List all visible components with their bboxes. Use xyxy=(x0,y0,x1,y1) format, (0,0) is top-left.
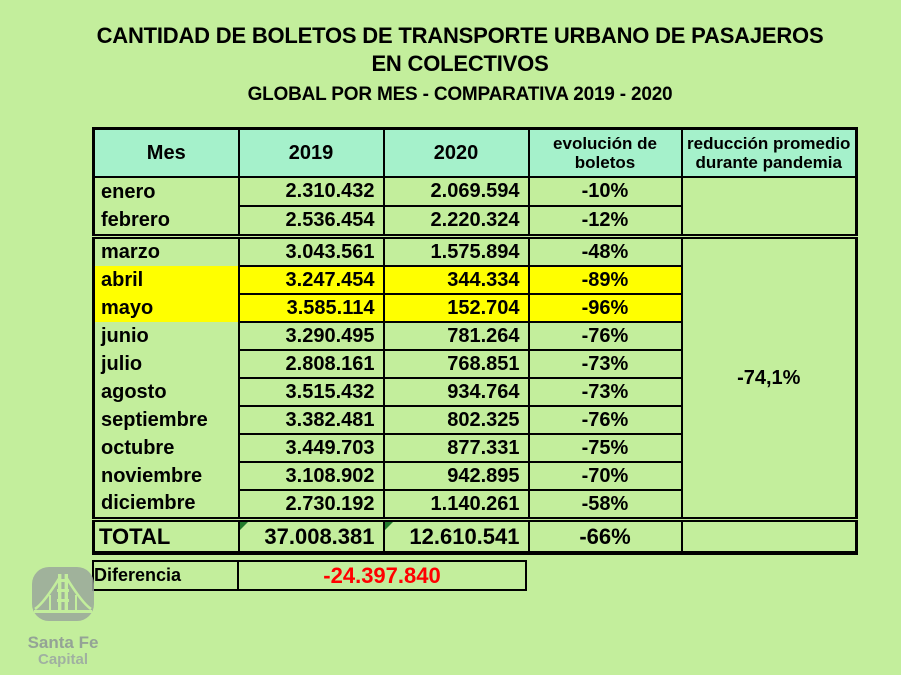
value-2020-cell: 942.895 xyxy=(382,461,530,491)
table-row: enero 2.310.432 2.069.594 -10% xyxy=(92,176,858,238)
total-2020-cell: 12.610.541 xyxy=(382,517,530,555)
pandemic-reduction-cell: -74,1% xyxy=(680,234,858,521)
santa-fe-capital-logo: Santa Fe Capital xyxy=(8,565,118,668)
value-2019-cell: 3.043.561 xyxy=(237,234,385,267)
excel-error-indicator xyxy=(240,524,248,530)
table-row: marzo 3.043.561 1.575.894 -48% -74,1% xyxy=(92,234,858,521)
difference-label: Diferencia xyxy=(92,560,239,591)
month-cell: agosto xyxy=(92,378,240,406)
value-2020-cell: 152.704 xyxy=(382,293,530,323)
value-2020-cell: 781.264 xyxy=(382,321,530,351)
evolution-cell: -75% xyxy=(527,433,683,463)
table-row: junio 3.290.495 781.264 -76% xyxy=(92,321,857,351)
header-mes: Mes xyxy=(92,127,240,178)
value-2019-cell: 2.730.192 xyxy=(237,489,385,521)
title-line-3: GLOBAL POR MES - COMPARATIVA 2019 - 2020 xyxy=(247,84,673,105)
value-2019-cell: 3.247.454 xyxy=(237,265,385,295)
value-2020-cell: 934.764 xyxy=(382,377,530,407)
logo-text-capital: Capital xyxy=(37,651,88,668)
month-cell: junio xyxy=(92,322,240,350)
table-row: noviembre 3.108.902 942.895 -70% xyxy=(92,461,857,491)
value-2019-cell: 3.382.481 xyxy=(237,405,385,435)
page-title: CANTIDAD DE BOLETOS DE TRANSPORTE URBANO… xyxy=(50,22,870,108)
value-2019-cell: 3.585.114 xyxy=(237,293,385,323)
header-2019: 2019 xyxy=(237,127,385,178)
value-2019-cell: 2.310.432 xyxy=(237,176,385,207)
table-row: agosto 3.515.432 934.764 -73% xyxy=(92,377,857,407)
month-cell: marzo xyxy=(92,234,240,266)
total-2019-cell: 37.008.381 xyxy=(237,517,385,555)
value-2019-cell: 2.808.161 xyxy=(237,349,385,379)
header-2020: 2020 xyxy=(382,127,530,178)
excel-error-indicator xyxy=(385,524,393,530)
value-2020-cell: 2.220.324 xyxy=(382,205,530,238)
table-row-highlighted: mayo 3.585.114 152.704 -96% xyxy=(92,293,857,323)
evolution-cell: -10% xyxy=(527,176,683,207)
value-2020-cell: 1.575.894 xyxy=(382,234,530,267)
difference-table: Diferencia -24.397.840 xyxy=(92,560,527,591)
month-cell: diciembre xyxy=(92,490,240,520)
tickets-table: Mes 2019 2020 evolución de boletos reduc… xyxy=(92,127,858,555)
difference-value: -24.397.840 xyxy=(237,560,527,591)
month-cell: abril xyxy=(92,266,240,294)
total-2019-value: 37.008.381 xyxy=(264,523,375,549)
table-row: julio 2.808.161 768.851 -73% xyxy=(92,349,857,379)
table-row: diciembre 2.730.192 1.140.261 -58% xyxy=(92,489,857,521)
month-cell: enero xyxy=(92,177,240,206)
value-2019-cell: 2.536.454 xyxy=(237,205,385,238)
title-line-1: CANTIDAD DE BOLETOS DE TRANSPORTE URBANO… xyxy=(96,23,824,48)
bridge-icon xyxy=(32,567,94,621)
evolution-cell: -73% xyxy=(527,377,683,407)
total-evolution-cell: -66% xyxy=(527,517,683,555)
value-2019-cell: 3.515.432 xyxy=(237,377,385,407)
total-2020-value: 12.610.541 xyxy=(409,523,520,549)
month-cell: septiembre xyxy=(92,406,240,434)
evolution-cell: -76% xyxy=(527,321,683,351)
evolution-cell: -96% xyxy=(527,293,683,323)
month-cell: febrero xyxy=(92,206,240,237)
value-2019-cell: 3.449.703 xyxy=(237,433,385,463)
value-2020-cell: 802.325 xyxy=(382,405,530,435)
month-cell: octubre xyxy=(92,434,240,462)
difference-row: Diferencia -24.397.840 xyxy=(92,560,527,591)
evolution-cell: -12% xyxy=(527,205,683,238)
value-2019-cell: 3.108.902 xyxy=(237,461,385,491)
table-header-row: Mes 2019 2020 evolución de boletos reduc… xyxy=(92,127,858,178)
evolution-cell: -70% xyxy=(527,461,683,491)
evolution-cell: -48% xyxy=(527,234,683,267)
value-2020-cell: 1.140.261 xyxy=(382,489,530,521)
evolution-cell: -58% xyxy=(527,489,683,521)
evolution-cell: -73% xyxy=(527,349,683,379)
table-row: octubre 3.449.703 877.331 -75% xyxy=(92,433,857,463)
value-2019-cell: 3.290.495 xyxy=(237,321,385,351)
header-reduccion: reducción promedio durante pandemia xyxy=(680,127,858,178)
title-line-2: EN COLECTIVOS xyxy=(371,51,549,76)
table-row-highlighted: abril 3.247.454 344.334 -89% xyxy=(92,265,857,295)
table-row: febrero 2.536.454 2.220.324 -12% xyxy=(92,205,857,238)
month-cell: julio xyxy=(92,350,240,378)
total-reduction-empty-cell xyxy=(680,517,858,555)
evolution-cell: -89% xyxy=(527,265,683,295)
header-evolucion: evolución de boletos xyxy=(527,127,683,178)
value-2020-cell: 344.334 xyxy=(382,265,530,295)
pandemic-reduction-empty-cell xyxy=(680,176,858,238)
table-row: septiembre 3.382.481 802.325 -76% xyxy=(92,405,857,435)
month-cell: noviembre xyxy=(92,462,240,490)
value-2020-cell: 2.069.594 xyxy=(382,176,530,207)
total-label-cell: TOTAL xyxy=(92,517,240,555)
evolution-cell: -76% xyxy=(527,405,683,435)
logo-text-santa-fe: Santa Fe xyxy=(27,633,99,652)
value-2020-cell: 877.331 xyxy=(382,433,530,463)
month-cell: mayo xyxy=(92,294,240,322)
total-row: TOTAL 37.008.381 12.610.541 -66% xyxy=(92,517,858,555)
value-2020-cell: 768.851 xyxy=(382,349,530,379)
